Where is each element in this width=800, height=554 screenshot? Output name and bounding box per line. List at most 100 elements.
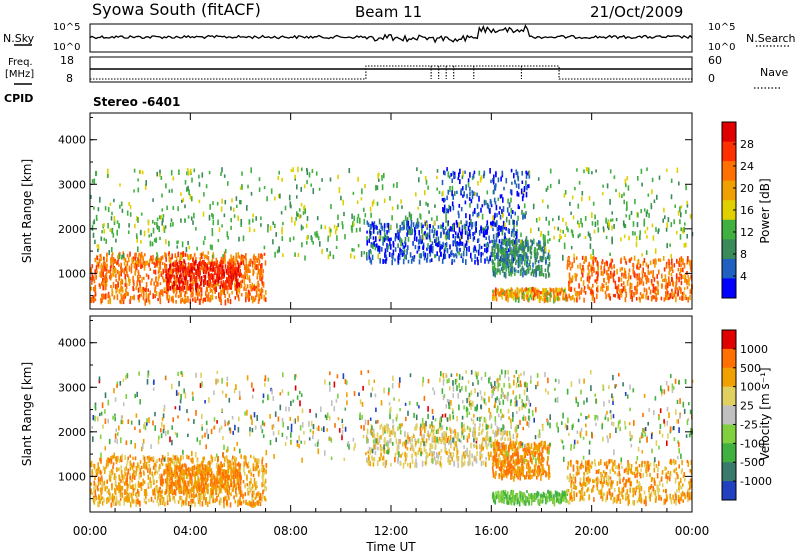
power-echo-point: [90, 286, 92, 291]
velocity-echo-point: [254, 457, 256, 463]
power-echo-point: [321, 248, 323, 255]
power-echo-point: [461, 229, 464, 234]
velocity-echo-point: [121, 454, 123, 460]
power-echo-point: [545, 292, 548, 297]
velocity-echo-point: [519, 419, 521, 425]
power-echo-point: [356, 217, 359, 224]
power-echo-point: [186, 280, 189, 286]
power-echo-point: [583, 258, 586, 263]
power-echo-point: [207, 251, 210, 255]
power-echo-point: [251, 282, 253, 288]
power-echo-point: [149, 267, 151, 271]
power-echo-point: [425, 233, 427, 238]
power-echo-point: [249, 269, 251, 274]
power-echo-point: [143, 230, 146, 237]
velocity-echo-point: [220, 497, 222, 503]
power-echo-point: [378, 228, 381, 233]
power-echo-point: [500, 249, 502, 254]
power-echo-point: [166, 277, 169, 284]
power-echo-point: [605, 294, 607, 300]
power-echo-point: [175, 269, 177, 274]
power-echo-point: [535, 257, 538, 263]
velocity-echo-point: [242, 499, 245, 504]
velocity-echo-point: [203, 491, 205, 498]
power-echo-point: [667, 290, 669, 297]
power-echo-point: [112, 262, 114, 268]
power-echo-point: [204, 254, 207, 259]
power-echo-point: [162, 225, 165, 232]
power-echo-point: [472, 211, 474, 217]
power-echo-point: [350, 253, 352, 259]
power-echo-point: [217, 272, 220, 277]
power-echo-point: [217, 277, 220, 283]
velocity-echo-point: [139, 460, 142, 464]
power-echo-point: [499, 269, 501, 275]
power-echo-point: [563, 245, 566, 250]
power-echo-point: [662, 256, 665, 261]
power-echo-point: [612, 294, 615, 297]
velocity-echo-point: [217, 480, 220, 484]
power-echo-point: [558, 297, 561, 301]
power-echo-point: [449, 244, 451, 250]
velocity-echo-point: [149, 477, 151, 484]
power-echo-point: [450, 250, 453, 254]
power-echo-point: [174, 260, 176, 264]
power-echo-point: [267, 227, 269, 233]
power-echo-point: [230, 273, 232, 278]
velocity-echo-point: [154, 495, 156, 499]
velocity-echo-point: [186, 491, 189, 495]
power-echo-point: [398, 232, 400, 238]
velocity-echo-point: [101, 488, 103, 495]
power-echo-point: [543, 249, 545, 254]
power-echo-point: [223, 251, 226, 257]
power-echo-point: [644, 272, 646, 278]
power-echo-point: [427, 243, 429, 250]
power-echo-point: [539, 256, 542, 261]
velocity-echo-point: [172, 454, 174, 461]
velocity-echo-point: [110, 472, 112, 479]
velocity-echo-point: [191, 479, 193, 485]
power-echo-point: [527, 184, 529, 189]
power-echo-point: [221, 167, 223, 173]
power-echo-point: [493, 174, 495, 180]
power-echo-point: [256, 276, 259, 280]
power-echo-point: [180, 292, 182, 297]
velocity-echo-point: [169, 471, 171, 478]
power-echo-point: [139, 284, 141, 288]
power-echo-point: [141, 289, 143, 294]
power-echo-point: [251, 260, 253, 264]
power-echo-point: [179, 276, 182, 280]
power-echo-point: [145, 296, 148, 303]
power-echo-point: [459, 231, 462, 236]
power-echo-point: [91, 179, 94, 183]
power-echo-point: [337, 214, 339, 220]
power-echo-point: [684, 277, 686, 283]
power-echo-point: [448, 204, 450, 211]
power-echo-point: [420, 222, 423, 228]
power-echo-point: [538, 240, 540, 246]
power-echo-point: [145, 292, 148, 299]
power-echo-point: [212, 214, 214, 220]
power-echo-point: [527, 265, 529, 271]
power-echo-point: [678, 286, 681, 290]
velocity-echo-point: [431, 408, 434, 414]
power-echo-point: [666, 282, 669, 289]
velocity-echo-point: [232, 462, 235, 466]
velocity-echo-point: [122, 474, 124, 481]
power-echo-point: [517, 215, 519, 221]
velocity-echo-point: [223, 502, 225, 509]
power-echo-point: [610, 258, 613, 262]
power-echo-point: [140, 252, 143, 258]
velocity-echo-point: [190, 493, 193, 498]
power-echo-point: [430, 244, 432, 249]
power-echo-point: [596, 220, 599, 226]
velocity-echo-point: [262, 489, 264, 495]
power-echo-point: [211, 261, 214, 267]
velocity-echo-point: [144, 464, 147, 470]
power-echo-point: [510, 250, 512, 254]
power-echo-point: [196, 296, 199, 301]
power-echo-point: [210, 262, 213, 267]
power-echo-point: [497, 247, 499, 253]
power-echo-point: [498, 211, 500, 215]
power-echo-point: [401, 205, 403, 209]
